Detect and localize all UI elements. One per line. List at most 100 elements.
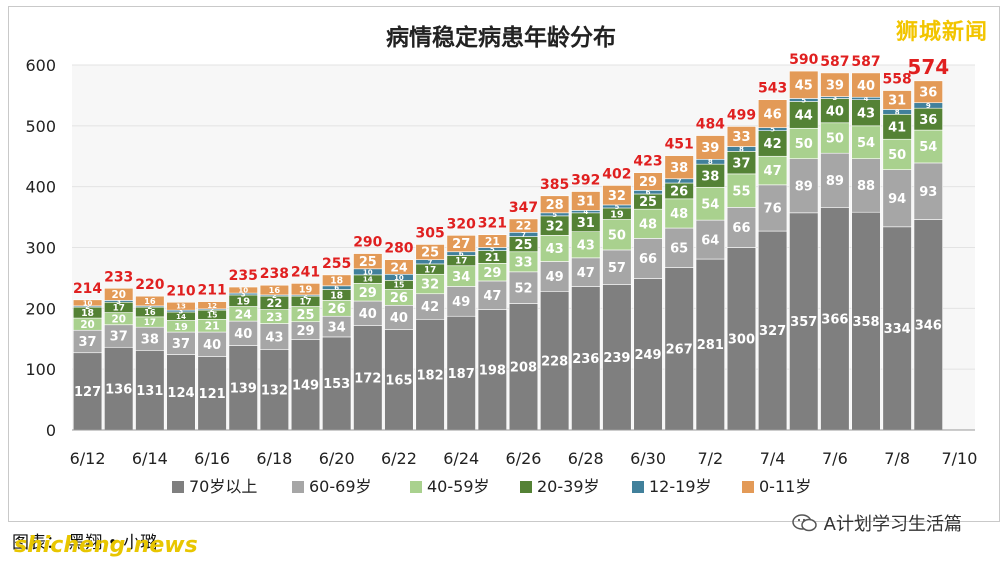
segment-label: 34 [328,320,346,335]
segment-label: 3 [179,308,184,316]
bar-segment [166,301,196,311]
bar-segment [820,207,850,431]
segment-label: 17 [455,257,467,267]
legend-swatch [742,481,754,493]
bar-segment [882,138,912,170]
bar-segment [695,219,725,260]
segment-label: 19 [610,209,624,220]
segment-label: 37 [110,330,128,345]
bar-segment [540,261,570,292]
segment-label: 25 [515,238,533,253]
x-tick-label: 6/24 [443,449,479,468]
segment-label: 50 [795,137,813,152]
legend-swatch [292,481,304,493]
y-tick-label: 500 [25,117,56,136]
bar-segment [415,318,445,431]
total-label: 241 [291,264,320,280]
bar-segment [197,331,227,357]
segment-label: 66 [639,252,657,267]
segment-label: 19 [236,296,250,307]
segment-label: 29 [639,175,657,190]
segment-label: 17 [299,298,311,308]
segment-label: 40 [826,104,844,119]
segment-label: 47 [483,289,501,304]
x-tick-label: 7/10 [941,449,977,468]
segment-label: 18 [330,290,343,301]
segment-label: 43 [546,242,564,257]
y-tick-label: 300 [25,239,56,258]
bar-segment [290,283,321,296]
segment-label: 38 [670,161,688,176]
segment-label: 21 [485,251,500,264]
bar-segment [571,191,601,211]
segment-label: 32 [546,219,564,234]
segment-label: 65 [670,241,688,256]
bar-segment [695,186,725,221]
segment-label: 47 [577,266,595,281]
bar-segment [602,249,632,285]
segment-label: 88 [857,179,875,194]
segment-label: 33 [732,130,750,145]
segment-label: 50 [608,228,626,243]
bar-segment [726,173,757,208]
segment-label: 21 [205,320,220,333]
segment-label: 38 [701,169,719,184]
segment-label: 43 [857,106,875,121]
x-tick-label: 6/28 [568,449,604,468]
bar-segment [104,287,134,301]
bar-segment [633,172,663,191]
segment-label: 37 [732,156,750,171]
segment-label: 27 [452,237,470,252]
segment-label: 29 [296,324,314,339]
x-tick-label: 7/4 [760,449,786,468]
bar-segment [882,113,912,140]
wechat-icon [791,514,817,532]
segment-label: 16 [269,285,281,295]
segment-label: 3 [832,94,837,102]
segment-label: 34 [452,270,470,285]
bar-segment [757,230,788,431]
bar-segment [820,98,850,124]
chart-title: 病情稳定病患年龄分布 [386,25,616,51]
segment-label: 93 [919,185,937,200]
segment-label: 10 [363,268,373,276]
segment-label: 5 [614,203,619,211]
segment-label: 249 [634,348,661,363]
bar-segment [384,329,414,431]
segment-label: 76 [764,202,782,217]
bar-segment [135,295,165,307]
bar-segment [135,350,165,431]
segment-label: 54 [919,140,937,155]
segment-label: 25 [421,246,439,261]
segment-label: 89 [826,174,844,189]
segment-label: 6 [334,284,339,292]
segment-label: 121 [199,387,226,402]
bar-segment [508,271,539,304]
total-label: 385 [540,177,569,193]
legend-label: 60-69岁 [309,477,372,496]
total-label: 320 [447,216,476,232]
total-label: 587 [851,54,880,70]
bar-segment [757,130,788,157]
segment-label: 36 [919,113,937,128]
x-tick-label: 6/16 [194,449,230,468]
segment-label: 55 [732,184,750,199]
bar-segment [259,284,290,296]
segment-label: 37 [172,337,190,352]
segment-label: 346 [915,318,942,333]
x-tick-label: 6/18 [256,449,292,468]
total-label: 235 [229,268,258,284]
total-label: 392 [571,173,600,189]
segment-label: 32 [421,278,439,293]
total-label: 233 [104,269,133,285]
x-tick-label: 6/30 [630,449,666,468]
total-label: 290 [353,235,382,251]
bar-segment [757,155,788,186]
segment-label: 19 [174,322,188,333]
bar-segment [851,72,881,98]
bar-segment [540,290,570,431]
segment-label: 334 [884,322,911,337]
bar-segment [72,299,103,307]
bar-segment [882,169,912,228]
segment-label: 6 [646,189,651,197]
